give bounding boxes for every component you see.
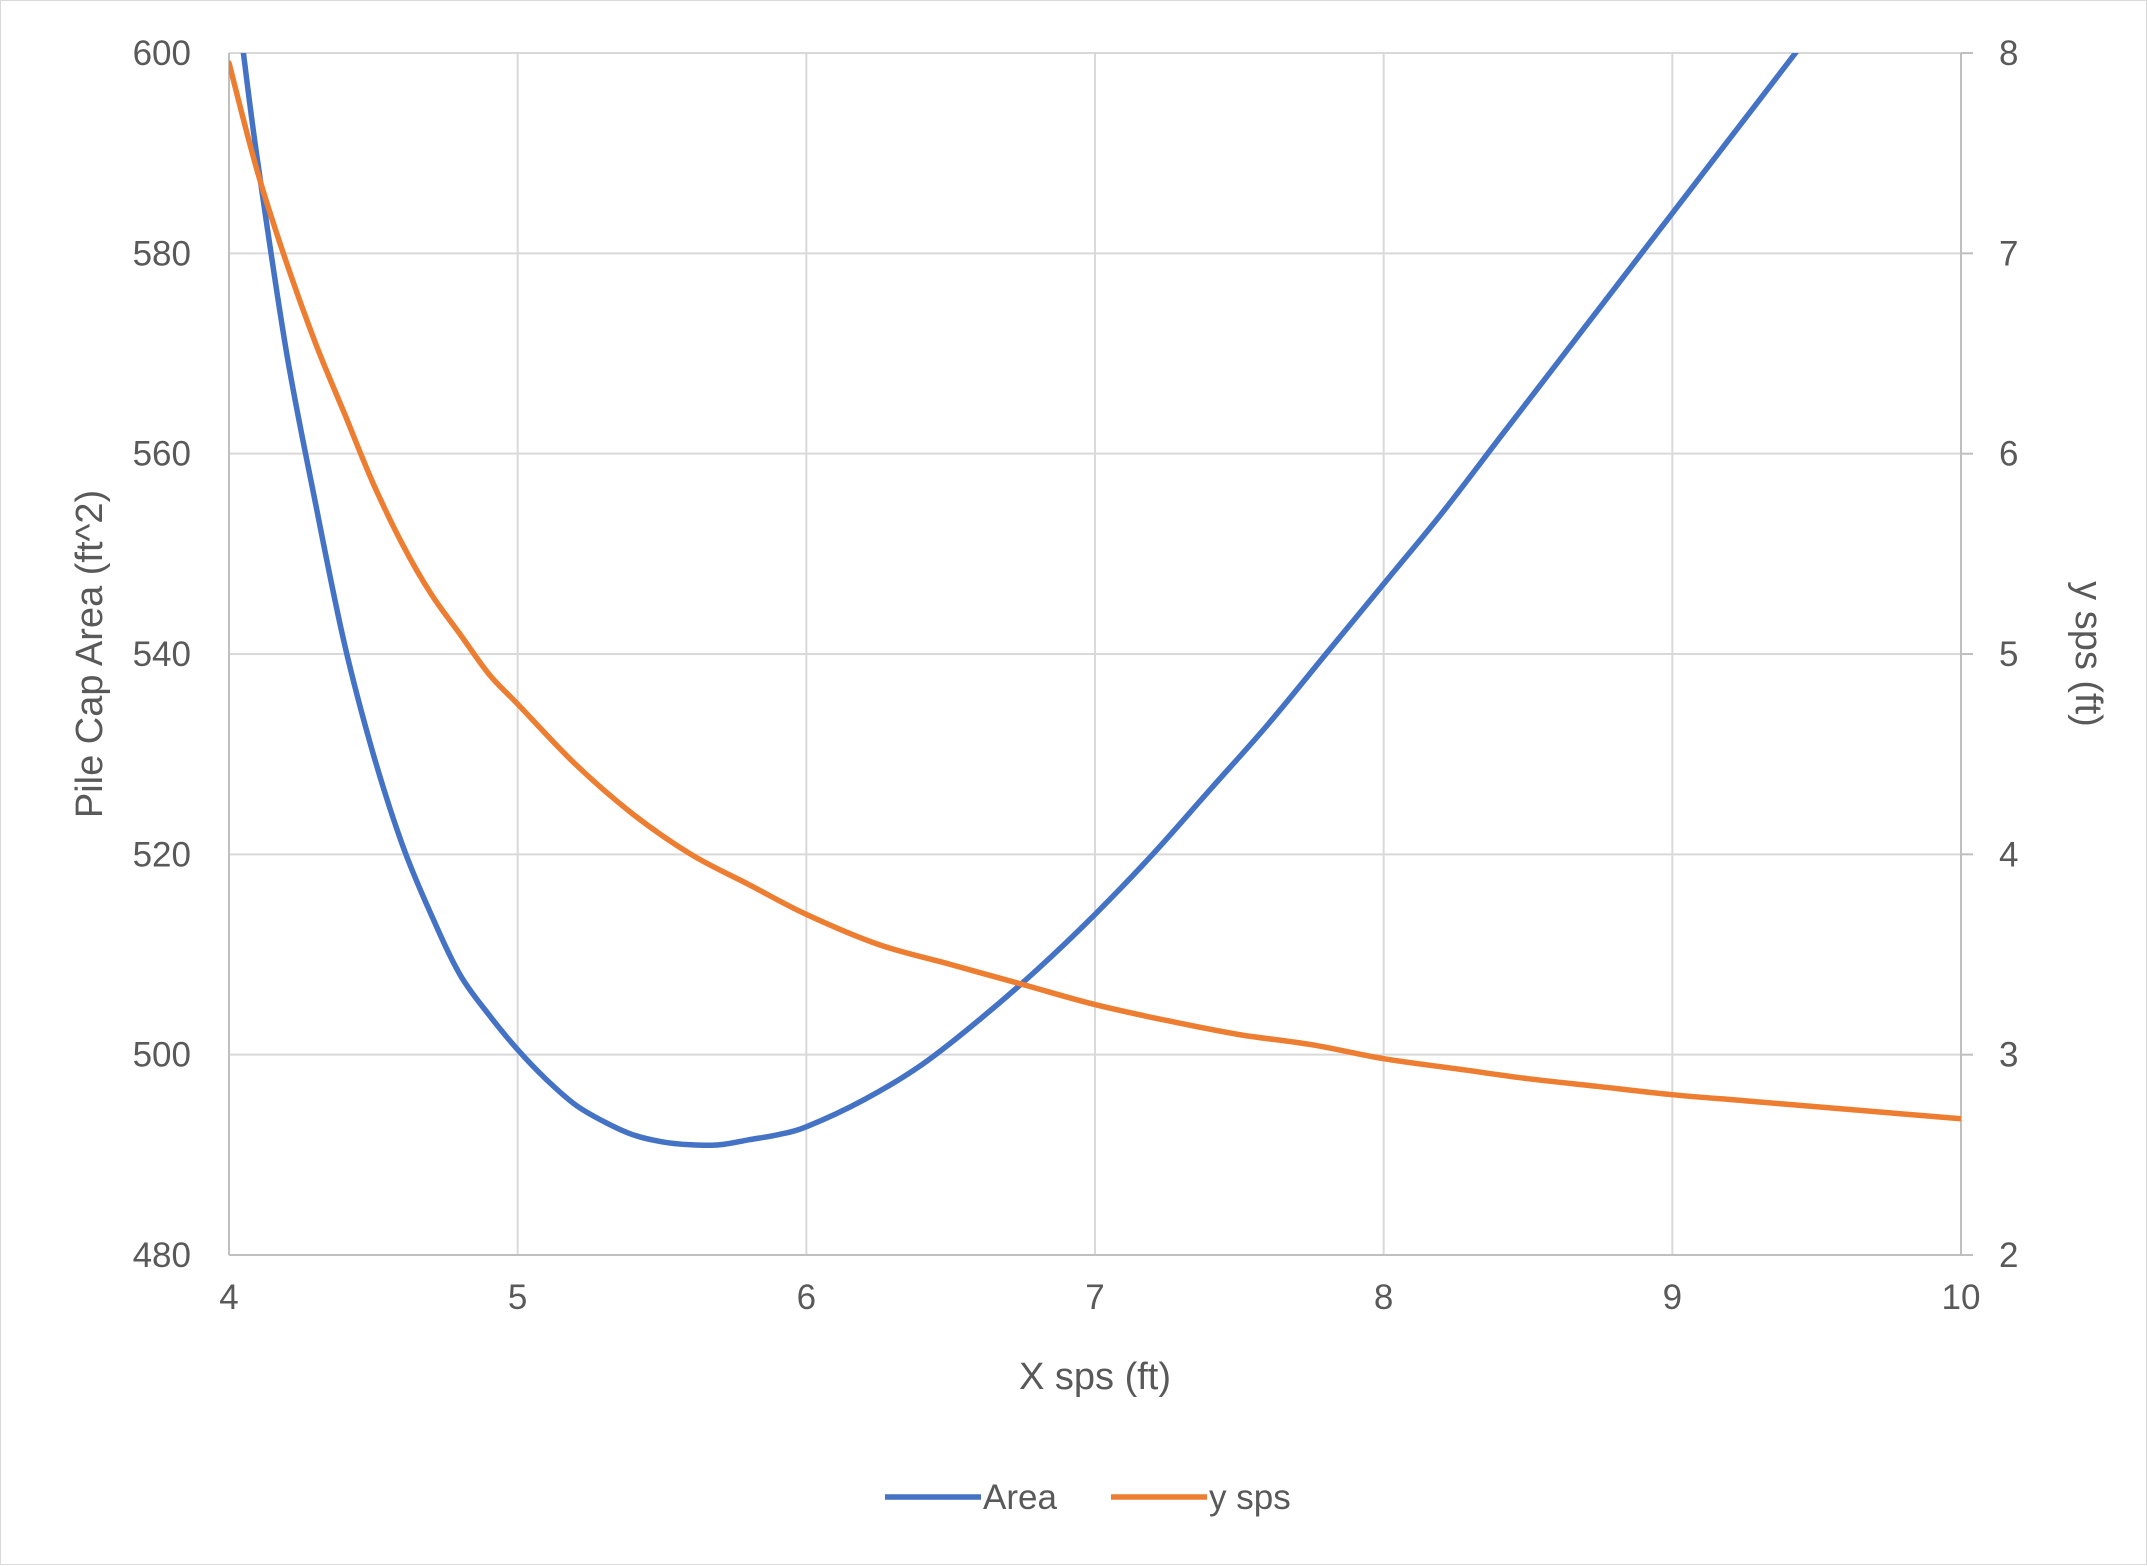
x-tick-label: 6: [797, 1278, 816, 1317]
legend-label-y-sps: y sps: [1209, 1478, 1291, 1517]
x-tick-label: 7: [1085, 1278, 1104, 1317]
series-lines: [229, 53, 1961, 1149]
x-tick-label: 9: [1663, 1278, 1682, 1317]
y2-tick-label: 4: [1999, 835, 2018, 874]
axes: [228, 52, 1973, 1256]
y2-tick-label: 6: [1999, 435, 2018, 474]
y-tick-label: 540: [133, 635, 191, 674]
y2-tick-label: 5: [1999, 635, 2018, 674]
legend: Area y sps: [885, 1478, 1291, 1517]
y2-tick-label: 7: [1999, 234, 2018, 273]
y-tick-label: 560: [133, 435, 191, 474]
y-tick-label: 480: [133, 1236, 191, 1275]
y2-tick-label: 3: [1999, 1036, 2018, 1075]
x-axis-title: X sps (ft): [1019, 1356, 1171, 1398]
series-line-area: [240, 53, 1799, 1149]
y-tick-label: 520: [133, 835, 191, 874]
x-tick-label: 10: [1942, 1278, 1981, 1317]
x-tick-label: 8: [1374, 1278, 1393, 1317]
y-tick-label: 600: [133, 34, 191, 73]
legend-label-area: Area: [983, 1478, 1057, 1517]
y2-axis-title: y sps (ft): [2067, 581, 2109, 727]
y2-tick-label: 2: [1999, 1236, 2018, 1275]
x-tick-label: 4: [219, 1278, 238, 1317]
y2-tick-label: 8: [1999, 34, 2018, 73]
y-axis-title: Pile Cap Area (ft^2): [69, 490, 111, 818]
tick-labels: 4 5 6 7 8 9 10 480 500 520 540 560 580 600 2 3 4 5 6 7 8: [133, 34, 2019, 1317]
y-tick-label: 500: [133, 1036, 191, 1075]
y-tick-label: 580: [133, 234, 191, 273]
series-line-y-sps: [229, 60, 1961, 1122]
gridlines: [229, 52, 1962, 1255]
x-tick-label: 5: [508, 1278, 527, 1317]
